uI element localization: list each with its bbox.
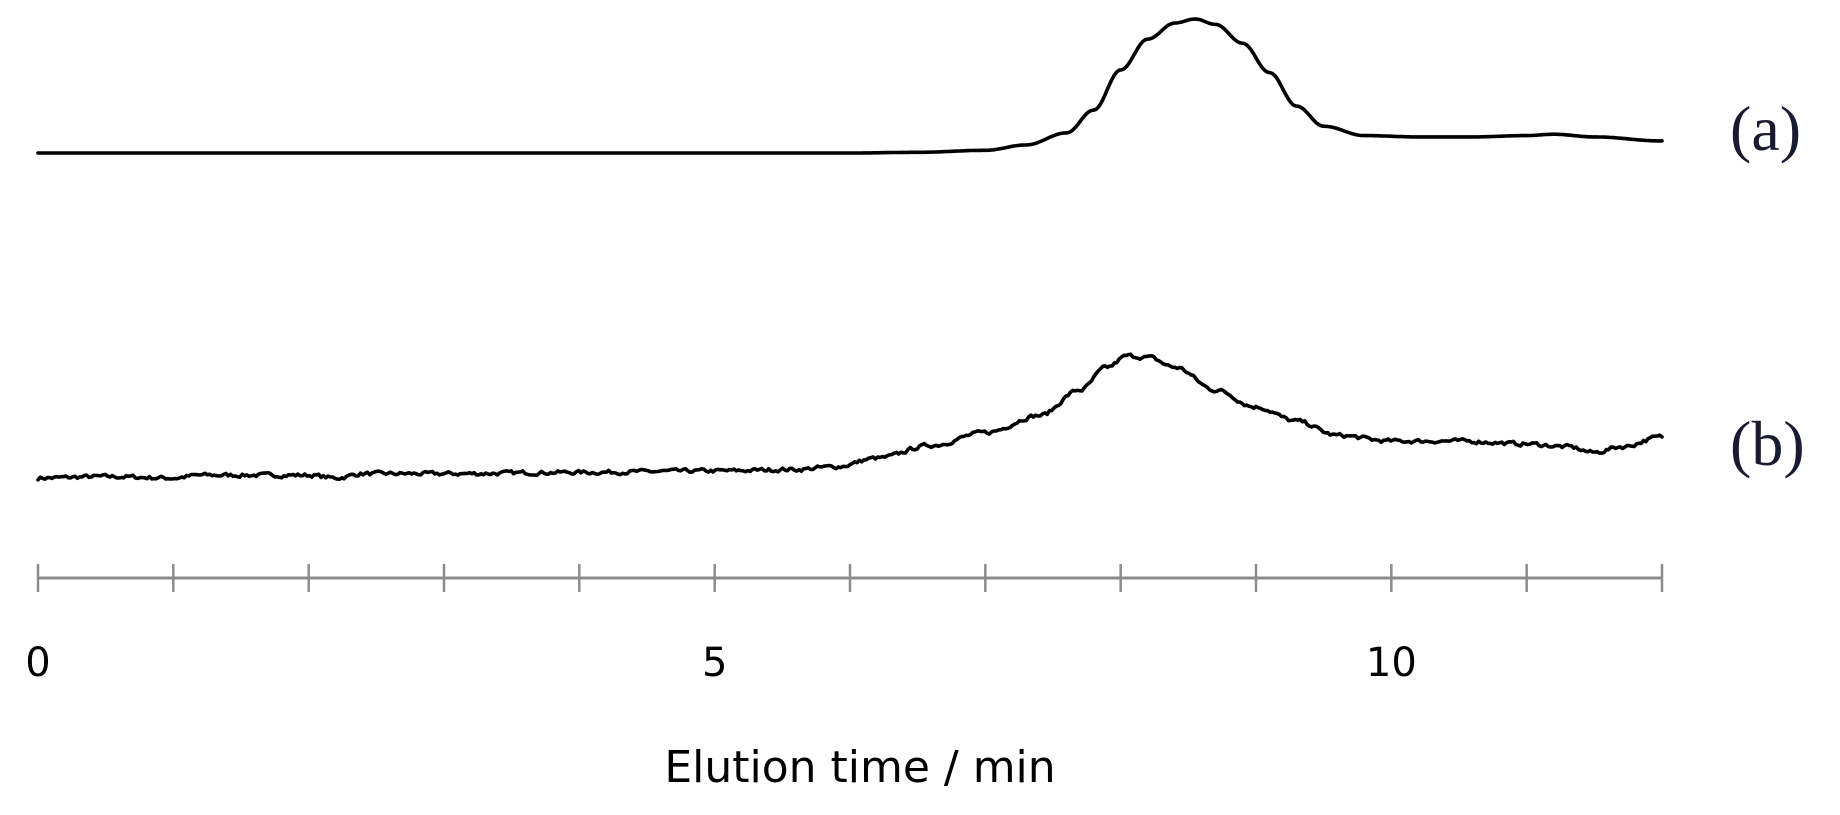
x-tick-label: 0 [25, 640, 50, 686]
x-tick-label: 5 [702, 640, 727, 686]
trace-a-line [36, 17, 1664, 155]
trace-label-a: (a) [1730, 93, 1801, 164]
x-axis: 0 5 10 [25, 564, 1664, 686]
trace-label-b: (b) [1730, 408, 1805, 479]
x-axis-ticks [36, 564, 1664, 592]
trace-b-line [36, 352, 1664, 482]
traces [36, 17, 1664, 482]
x-axis-title: Elution time / min [664, 742, 1055, 793]
x-tick-label: 10 [1366, 640, 1417, 686]
x-axis-tick-labels: 0 5 10 [25, 640, 1417, 686]
